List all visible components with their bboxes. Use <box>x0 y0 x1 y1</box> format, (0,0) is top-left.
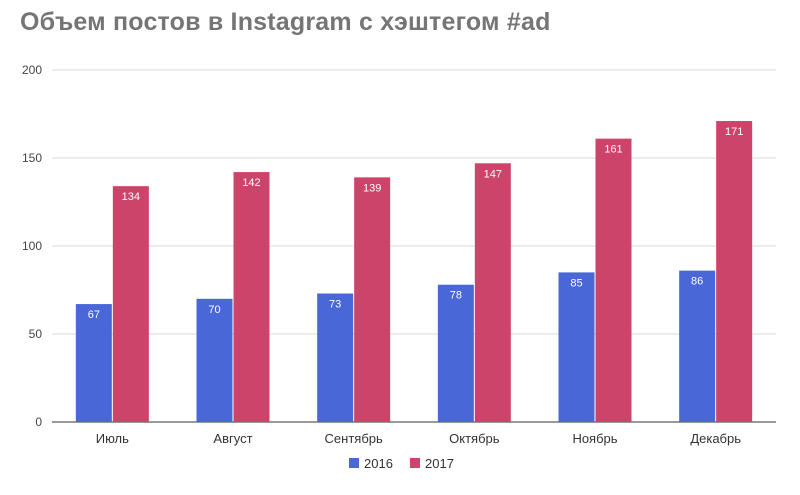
x-tick-label: Октябрь <box>449 431 500 446</box>
bar-2017 <box>474 163 511 422</box>
y-tick-label: 200 <box>22 63 42 77</box>
x-tick-label: Август <box>213 431 252 446</box>
data-label: 139 <box>363 182 381 194</box>
data-label: 70 <box>208 304 220 316</box>
legend-swatch-2016 <box>349 458 359 468</box>
data-label: 161 <box>604 144 622 156</box>
bar-2016 <box>437 284 474 422</box>
y-tick-label: 150 <box>22 151 42 165</box>
bars: 67 134 70 142 73 139 78 147 85 161 86 171 <box>75 121 753 422</box>
x-tick-label: Июль <box>96 431 129 446</box>
data-label: 67 <box>88 309 100 321</box>
data-label: 142 <box>242 177 260 189</box>
y-axis-ticks: 0 50 100 150 200 <box>22 63 42 429</box>
x-axis-labels: Июль Август Сентябрь Октябрь Ноябрь Декабрь <box>96 431 741 446</box>
chart-title: Объем постов в Instagram с хэштегом #ad <box>20 8 551 36</box>
bar-2016 <box>679 270 716 422</box>
data-label: 85 <box>570 277 582 289</box>
bar-2017 <box>716 121 753 422</box>
bar-2017 <box>354 177 391 422</box>
bar-2016 <box>75 304 112 422</box>
data-label: 73 <box>329 299 341 311</box>
bar-2016 <box>558 272 595 422</box>
y-tick-label: 0 <box>35 415 42 429</box>
data-label: 134 <box>122 191 140 203</box>
data-label: 147 <box>484 168 502 180</box>
bar-2016 <box>317 293 354 422</box>
bar-2016 <box>196 298 233 422</box>
legend-swatch-2017 <box>410 458 420 468</box>
bar-2017 <box>112 186 149 422</box>
data-label: 86 <box>691 276 703 288</box>
x-tick-label: Ноябрь <box>572 431 617 446</box>
x-tick-label: Сентябрь <box>325 431 383 446</box>
legend-label: 2017 <box>425 456 454 471</box>
data-label: 78 <box>450 290 462 302</box>
y-tick-label: 100 <box>22 239 42 253</box>
bar-2017 <box>595 138 632 422</box>
bar-2017 <box>233 172 270 422</box>
gridlines <box>52 69 776 423</box>
legend-label: 2016 <box>364 456 393 471</box>
legend: 2016 2017 <box>349 456 454 471</box>
y-tick-label: 50 <box>29 327 43 341</box>
x-tick-label: Декабрь <box>690 431 741 446</box>
data-label: 171 <box>725 126 743 138</box>
